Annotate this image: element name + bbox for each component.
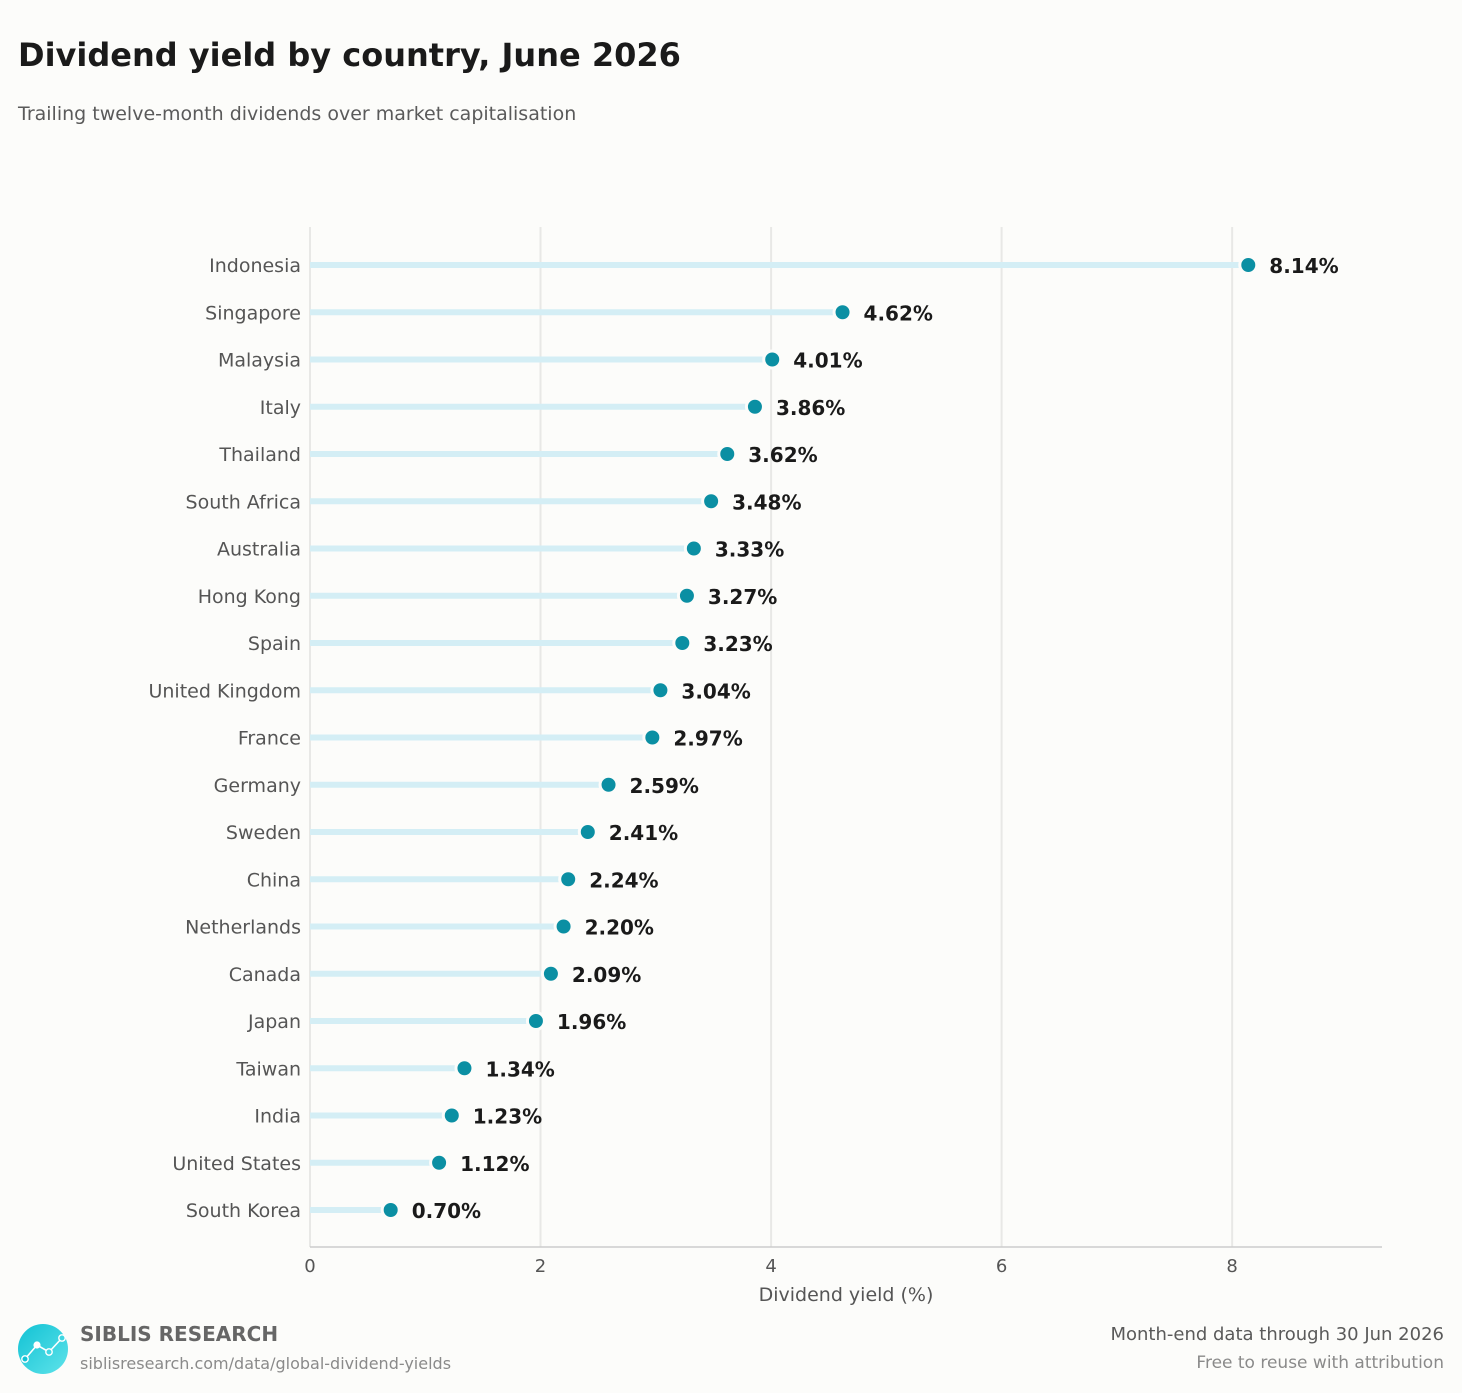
dot-china [558,869,579,890]
dot-thailand [717,444,738,464]
category-label-canada: Canada [229,964,301,986]
category-label-indonesia: Indonesia [209,255,301,277]
value-label-canada: 2.09% [572,963,641,987]
stem-layer [310,262,1249,1213]
label-layer: Indonesia 8.14% Singapore 4.62% Malaysia 4.01… [148,254,1338,1223]
value-label-japan: 1.96% [557,1010,626,1034]
category-label-netherlands: Netherlands [185,917,301,939]
x-tick-label: 6 [996,1256,1007,1277]
dot-singapore [832,302,853,323]
value-label-china: 2.24% [589,868,658,892]
category-label-taiwan: Taiwan [235,1058,301,1080]
dot-australia [683,538,704,559]
value-label-south-korea: 0.70% [412,1199,481,1223]
x-tick-label: 8 [1226,1256,1237,1277]
value-label-hong-kong: 3.27% [708,585,777,609]
value-label-singapore: 4.62% [864,301,933,325]
dot-malaysia [762,349,783,370]
category-label-japan: Japan [247,1011,301,1033]
category-label-south-africa: South Africa [186,491,301,513]
dot-germany [598,774,619,795]
category-label-spain: Spain [248,633,301,655]
dot-japan [525,1011,546,1031]
dot-france [642,727,663,748]
value-label-united-states: 1.12% [460,1152,529,1176]
dot-united-states [429,1152,450,1173]
dot-india [441,1105,462,1126]
category-label-sweden: Sweden [226,822,301,844]
category-label-south-korea: South Korea [186,1200,301,1222]
category-label-india: India [254,1106,301,1128]
dot-south-africa [701,491,722,512]
category-label-china: China [247,869,301,891]
dot-canada [540,963,561,984]
value-label-france: 2.97% [673,727,742,751]
value-label-netherlands: 2.20% [585,916,654,940]
dot-sweden [577,822,598,842]
dot-layer [380,255,1259,1220]
dot-netherlands [553,916,574,937]
chart-line-logo-icon [18,1324,68,1374]
dot-italy [744,396,765,417]
category-label-united-kingdom: United Kingdom [148,680,301,702]
attribution-note: Free to reuse with attribution [1196,1353,1444,1373]
chart-title: Dividend yield by country, June 2026 [18,36,681,74]
dot-united-kingdom [650,680,671,701]
category-label-malaysia: Malaysia [218,350,301,372]
value-label-malaysia: 4.01% [793,349,862,373]
category-label-thailand: Thailand [218,444,301,466]
dot-taiwan [454,1058,475,1079]
value-label-india: 1.23% [473,1105,542,1129]
category-label-singapore: Singapore [205,302,301,324]
value-label-spain: 3.23% [703,632,772,656]
category-label-italy: Italy [260,397,301,419]
value-label-italy: 3.86% [776,396,845,420]
brand-url: siblisresearch.com/data/global-dividend-… [80,1354,452,1373]
x-tick-label: 2 [535,1256,546,1277]
x-axis-label: Dividend yield (%) [759,1284,934,1306]
value-label-thailand: 3.62% [748,443,817,467]
brand-name: SIBLIS RESEARCH [80,1322,279,1346]
dot-spain [672,633,693,653]
category-label-australia: Australia [217,539,301,561]
dot-indonesia [1238,255,1259,275]
value-label-taiwan: 1.34% [485,1057,554,1081]
value-label-united-kingdom: 3.04% [681,679,750,703]
category-label-hong-kong: Hong Kong [198,586,301,608]
dot-south-korea [380,1200,401,1220]
x-tick-label: 0 [304,1256,315,1277]
x-tick-label: 4 [765,1256,776,1277]
axis-layer: 0 2 4 6 8 Dividend yield (%) [304,1246,1382,1306]
value-label-south-africa: 3.48% [732,490,801,514]
value-label-germany: 2.59% [630,774,699,798]
category-label-france: France [238,728,301,750]
chart-subtitle: Trailing twelve-month dividends over mar… [18,103,577,125]
category-label-germany: Germany [214,775,301,797]
value-label-sweden: 2.41% [609,821,678,845]
data-date-note: Month-end data through 30 Jun 2026 [1110,1324,1444,1345]
dot-hong-kong [676,585,697,606]
value-label-australia: 3.33% [715,538,784,562]
value-label-indonesia: 8.14% [1269,254,1338,278]
category-label-united-states: United States [172,1153,301,1175]
